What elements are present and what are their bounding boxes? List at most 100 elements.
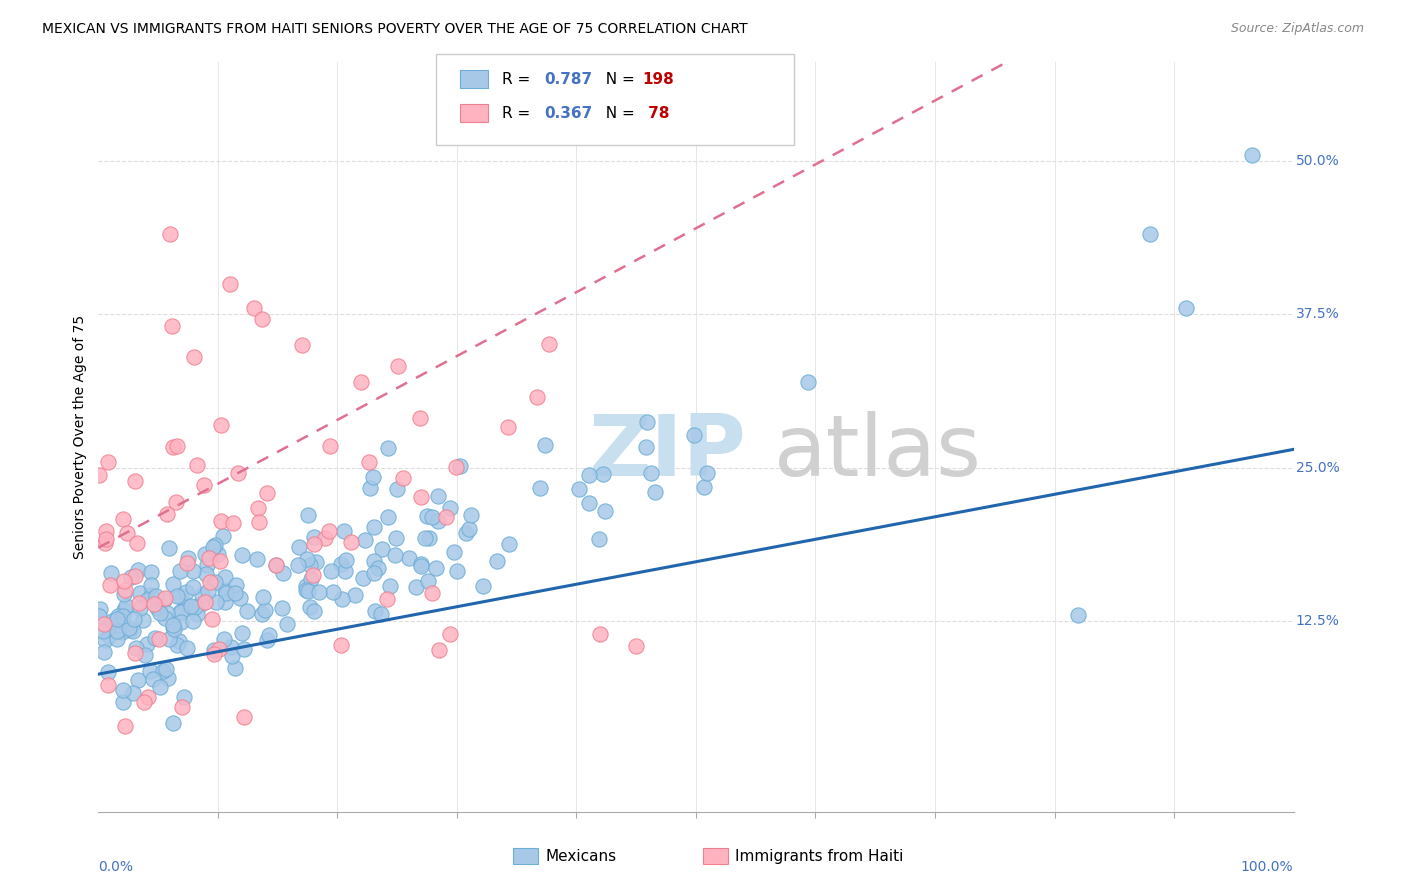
Point <box>409 558 432 572</box>
Point <box>427 643 450 657</box>
Point <box>142 672 165 686</box>
Point <box>202 643 225 657</box>
Point <box>375 591 398 606</box>
Point <box>363 566 385 580</box>
Point <box>194 594 217 608</box>
Point <box>183 564 205 578</box>
Point <box>207 642 229 657</box>
Point <box>87 467 110 482</box>
Point <box>439 501 461 516</box>
Point <box>224 586 246 600</box>
Point <box>191 588 214 602</box>
Point <box>110 615 132 629</box>
Point <box>305 555 328 569</box>
Point <box>193 478 215 492</box>
Point <box>152 593 174 607</box>
Point <box>127 536 149 550</box>
Point <box>186 458 208 473</box>
Point <box>97 455 120 469</box>
Text: ZIP: ZIP <box>589 410 747 493</box>
Point <box>107 609 129 624</box>
Point <box>117 526 139 541</box>
Point <box>222 516 245 530</box>
Point <box>411 559 433 574</box>
Point <box>152 664 174 678</box>
Point <box>456 525 478 540</box>
Point <box>253 602 276 616</box>
Point <box>89 601 111 615</box>
Point <box>370 607 392 622</box>
Text: 50.0%: 50.0% <box>1296 153 1340 168</box>
Point <box>359 481 381 495</box>
Point <box>105 624 128 638</box>
Point <box>169 589 191 603</box>
Point <box>122 612 145 626</box>
Text: N =: N = <box>596 106 640 120</box>
Text: Mexicans: Mexicans <box>546 849 617 863</box>
Text: 0.0%: 0.0% <box>98 861 134 874</box>
Point <box>626 639 648 653</box>
Point <box>298 558 321 573</box>
Point <box>165 495 187 509</box>
Point <box>114 583 136 598</box>
Point <box>127 673 149 687</box>
Point <box>297 552 319 566</box>
Point <box>387 359 409 373</box>
Text: 0.787: 0.787 <box>544 72 592 87</box>
Point <box>139 578 162 592</box>
Point <box>330 638 353 652</box>
Point <box>302 530 325 544</box>
Point <box>333 524 356 539</box>
Point <box>97 665 120 680</box>
Point <box>398 550 420 565</box>
Point <box>214 595 236 609</box>
Point <box>197 584 219 599</box>
Point <box>143 597 166 611</box>
Point <box>1139 227 1161 242</box>
Point <box>221 648 243 663</box>
Point <box>692 480 714 494</box>
Point <box>153 591 176 605</box>
Point <box>190 597 212 611</box>
Point <box>94 633 117 648</box>
Point <box>156 507 179 521</box>
Point <box>176 640 198 655</box>
Point <box>387 483 409 497</box>
Point <box>162 577 184 591</box>
Point <box>105 612 128 626</box>
Point <box>96 524 118 538</box>
Point <box>416 509 439 524</box>
Point <box>297 583 319 598</box>
Point <box>166 439 188 453</box>
Point <box>276 616 298 631</box>
Point <box>426 490 449 504</box>
Text: 12.5%: 12.5% <box>1296 615 1340 628</box>
Point <box>225 578 247 592</box>
Point <box>110 624 132 639</box>
Point <box>413 531 436 545</box>
Text: 198: 198 <box>643 72 675 87</box>
Point <box>1175 301 1198 315</box>
Point <box>204 538 226 552</box>
Point <box>231 548 253 562</box>
Point <box>197 550 219 565</box>
Point <box>128 601 150 615</box>
Point <box>588 533 610 547</box>
Point <box>302 537 325 551</box>
Point <box>256 632 278 647</box>
Point <box>89 608 111 623</box>
Point <box>592 467 614 482</box>
Point <box>357 455 380 469</box>
Point <box>264 558 287 572</box>
Point <box>153 611 176 625</box>
Point <box>184 599 207 614</box>
Point <box>214 570 236 584</box>
Point <box>166 589 188 603</box>
Point <box>472 579 495 593</box>
Point <box>224 661 246 675</box>
Point <box>98 629 121 643</box>
Point <box>350 375 373 389</box>
Point <box>157 541 180 555</box>
Point <box>568 482 591 496</box>
Point <box>194 566 217 581</box>
